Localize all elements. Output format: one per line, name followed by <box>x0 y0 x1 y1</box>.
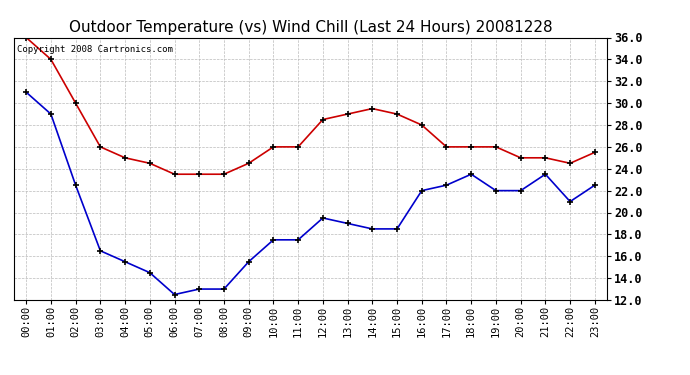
Title: Outdoor Temperature (vs) Wind Chill (Last 24 Hours) 20081228: Outdoor Temperature (vs) Wind Chill (Las… <box>69 20 552 35</box>
Text: Copyright 2008 Cartronics.com: Copyright 2008 Cartronics.com <box>17 45 172 54</box>
